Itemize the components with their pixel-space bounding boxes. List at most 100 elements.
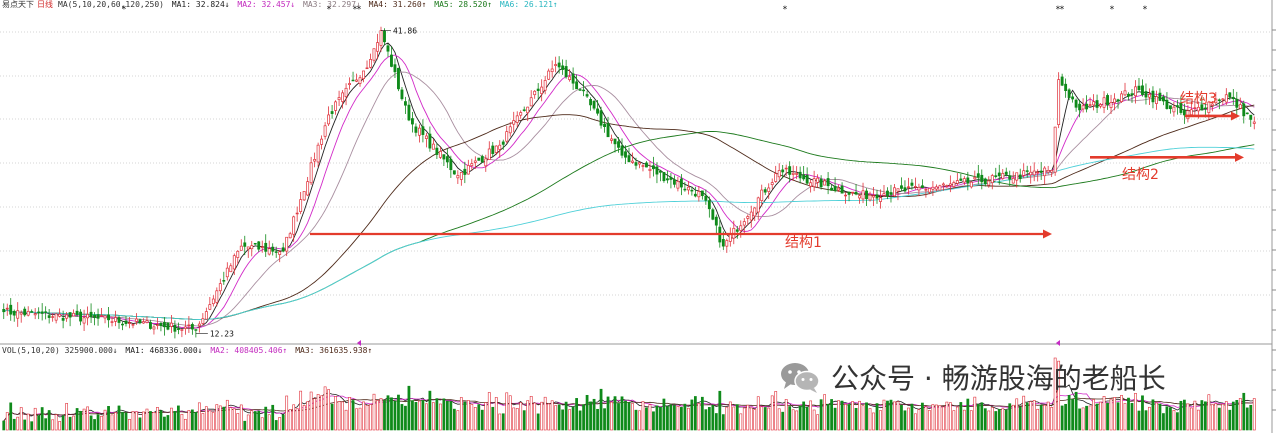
volume-bar	[543, 396, 547, 431]
candle	[707, 196, 711, 218]
candle	[306, 176, 310, 197]
volume-bar	[1120, 395, 1123, 431]
candle	[627, 147, 631, 163]
volume-bar	[1221, 403, 1225, 431]
candle	[494, 145, 498, 156]
candle	[851, 191, 854, 196]
volume-bar	[1053, 357, 1057, 431]
candle	[397, 67, 400, 92]
volume-bar	[966, 398, 970, 431]
candle	[1078, 99, 1082, 118]
candle	[330, 105, 334, 119]
volume-bar	[728, 401, 732, 431]
volume-bar	[1151, 399, 1155, 431]
volume-bar	[306, 401, 310, 431]
volume-bar	[190, 409, 194, 431]
volume-bar	[320, 395, 323, 431]
ma4-value: MA4: 31.260↑	[368, 0, 427, 9]
candle	[1144, 83, 1148, 105]
candle	[229, 263, 233, 273]
candle	[190, 322, 194, 335]
volume-bar	[491, 406, 495, 431]
candle	[900, 177, 903, 192]
volume-bar	[536, 413, 540, 431]
volume-bar	[1210, 404, 1214, 431]
volume-bar	[295, 408, 299, 431]
candle	[1032, 162, 1036, 182]
candle	[491, 141, 495, 157]
candle	[1001, 169, 1005, 180]
volume-bar	[994, 411, 998, 431]
structure-arrow	[1090, 152, 1244, 162]
candle	[1071, 92, 1075, 103]
volume-bar	[1228, 409, 1232, 431]
volume-bar	[606, 396, 610, 431]
volume-bar	[662, 398, 666, 431]
candle	[599, 106, 603, 129]
period-label: 日线	[37, 0, 53, 9]
volume-bar	[742, 407, 746, 431]
volume-bar	[589, 401, 592, 431]
volume-bar	[170, 407, 173, 431]
volume-bar	[459, 397, 463, 431]
candle	[309, 156, 313, 185]
event-marker: *	[352, 5, 357, 15]
candle	[976, 164, 980, 185]
volume-bar	[1088, 405, 1092, 431]
volume-bar	[707, 407, 711, 431]
volume-bar	[51, 419, 55, 431]
structure-label: 结构2	[1122, 167, 1159, 183]
volume-bar	[37, 415, 41, 431]
volume-bar	[400, 404, 404, 431]
volume-bar	[889, 399, 893, 431]
candle	[1252, 116, 1256, 130]
candle	[61, 310, 65, 329]
volume-bar	[983, 408, 987, 431]
candle	[920, 179, 924, 189]
candle	[830, 184, 834, 191]
candle	[952, 180, 956, 189]
volume-bar	[1165, 406, 1169, 431]
volume-bar	[1217, 407, 1221, 431]
candle	[508, 122, 512, 137]
candle	[837, 184, 841, 192]
candle	[47, 309, 51, 324]
price-legend: 易点天下 日线 MA(5,10,20,60,120,250) MA1: 32.824…	[2, 0, 561, 10]
candle	[882, 185, 886, 197]
volume-bar	[142, 411, 145, 431]
price-candles	[2, 26, 1256, 339]
volume-bar	[131, 411, 135, 431]
candle	[872, 186, 875, 206]
candle	[819, 175, 823, 190]
volume-bar	[673, 405, 676, 431]
candle	[215, 287, 219, 307]
candle	[515, 111, 519, 128]
volume-bar	[418, 400, 421, 431]
volume-bar	[763, 407, 767, 431]
volume-bar	[816, 414, 820, 431]
volume-bar	[749, 407, 753, 431]
event-marker: *	[326, 5, 331, 15]
candle	[65, 312, 69, 322]
volume-bar	[463, 401, 467, 431]
candle	[879, 189, 882, 209]
structure-arrow	[1185, 111, 1240, 121]
candle	[12, 309, 16, 322]
structure-arrow	[310, 229, 1052, 239]
vol-params: VOL(5,10,20) 325900.000↓	[2, 346, 118, 355]
candle	[575, 74, 579, 90]
candle	[620, 138, 624, 159]
candle	[812, 170, 816, 192]
candle	[145, 316, 149, 324]
candle	[1162, 94, 1165, 106]
volume-bar	[1074, 391, 1078, 431]
candle	[585, 90, 589, 99]
volume-bar	[149, 411, 152, 431]
volume-bar	[194, 411, 198, 431]
candle	[407, 99, 411, 122]
candle	[1109, 94, 1113, 115]
candle	[1231, 89, 1235, 105]
volume-bar	[274, 420, 278, 431]
candle	[288, 231, 292, 239]
candle	[714, 214, 718, 235]
